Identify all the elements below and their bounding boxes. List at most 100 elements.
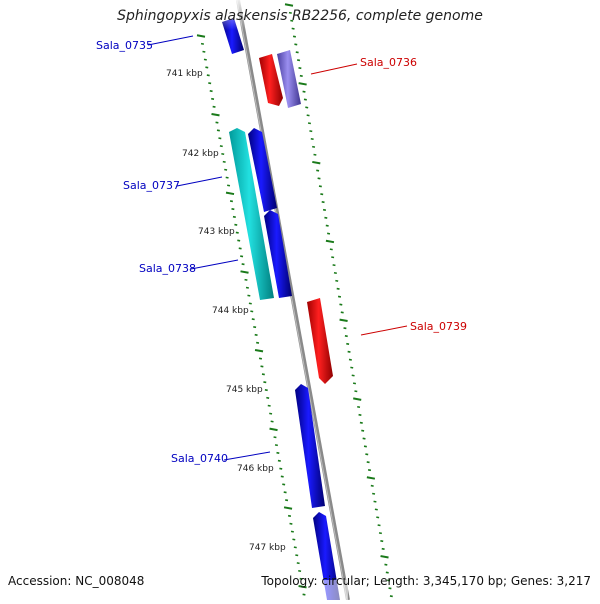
outer-ring-minor-tick <box>303 98 307 101</box>
inner-ring-minor-tick <box>261 373 265 376</box>
gene-label-sala-0736[interactable]: Sala_0736 <box>360 56 418 69</box>
outer-ring-minor-tick <box>302 90 306 93</box>
inner-ring-minor-tick <box>248 302 252 305</box>
outer-ring-minor-tick <box>352 382 357 385</box>
inner-ring-minor-tick <box>229 200 234 203</box>
tick-label-744: 744 kbp <box>212 306 249 316</box>
inner-ring-minor-tick <box>211 97 215 100</box>
inner-ring-minor-tick <box>205 66 209 69</box>
inner-ring-minor-tick <box>208 82 212 85</box>
inner-ring-minor-tick <box>225 176 229 179</box>
inner-ring-minor-tick <box>263 381 267 384</box>
gene-arrow-sala-0740[interactable] <box>295 384 325 508</box>
gene-arrow-sala-0737-forward[interactable] <box>248 128 277 212</box>
gene-arrow-sala-0737[interactable] <box>229 128 274 300</box>
gene-arrow-sala-0735[interactable] <box>215 0 255 54</box>
inner-ring-minor-tick <box>298 569 302 573</box>
inner-ring-major-tick <box>225 191 235 196</box>
inner-ring-major-tick <box>196 34 206 38</box>
outer-ring-minor-tick <box>389 595 393 598</box>
outer-ring-major-tick <box>366 476 376 480</box>
inner-ring-minor-tick <box>293 546 297 549</box>
gene-label-sala-0740[interactable]: Sala_0740 <box>171 452 229 465</box>
leader-line-sala-0737 <box>176 176 223 187</box>
inner-ring-minor-tick <box>240 255 244 258</box>
outer-ring-minor-tick <box>313 153 317 156</box>
inner-ring-minor-tick <box>302 593 306 596</box>
outer-ring-minor-tick <box>347 350 351 353</box>
tick-label-743: 743 kbp <box>198 227 235 237</box>
inner-ring-minor-tick <box>231 208 235 211</box>
outer-ring-minor-tick <box>290 19 294 22</box>
genome-summary-text: Topology: circular; Length: 3,345,170 bp… <box>261 574 591 588</box>
inner-ring-minor-tick <box>258 357 263 360</box>
outer-ring-minor-tick <box>299 74 303 77</box>
outer-ring-minor-tick <box>346 342 350 345</box>
inner-ring-minor-tick <box>218 137 222 140</box>
inner-ring-minor-tick <box>224 168 228 171</box>
outer-ring-minor-tick <box>297 59 301 62</box>
inner-ring-minor-tick <box>203 58 207 61</box>
tick-label-745: 745 kbp <box>226 385 263 395</box>
outer-ring-minor-tick <box>380 539 384 543</box>
inner-ring-minor-tick <box>269 412 273 415</box>
inner-ring-minor-tick <box>289 522 293 525</box>
inner-ring-minor-tick <box>234 223 238 226</box>
gene-arrow-sala-0738[interactable] <box>264 210 292 298</box>
gene-arrow-sala-0736-selected[interactable] <box>277 50 301 108</box>
outer-ring-minor-tick <box>359 421 363 424</box>
gene-label-sala-0735[interactable]: Sala_0735 <box>96 39 154 52</box>
inner-ring-minor-tick <box>237 239 241 242</box>
inner-tick-ring <box>196 34 307 596</box>
outer-ring-minor-tick <box>343 327 347 330</box>
inner-ring-minor-tick <box>245 286 249 289</box>
outer-ring-major-tick <box>312 160 321 165</box>
inner-ring-minor-tick <box>296 562 300 565</box>
outer-ring-minor-tick <box>384 563 388 566</box>
inner-ring-minor-tick <box>285 499 289 502</box>
outer-ring-minor-tick <box>307 122 312 125</box>
inner-ring-minor-tick <box>256 341 260 344</box>
inner-ring-major-tick <box>211 112 220 117</box>
inner-ring-minor-tick <box>299 577 303 580</box>
outer-ring-major-tick <box>284 3 294 7</box>
outer-ring-minor-tick <box>366 461 370 464</box>
inner-ring-major-tick <box>283 506 293 510</box>
outer-ring-minor-tick <box>332 264 336 267</box>
inner-ring-minor-tick <box>215 121 219 124</box>
inner-ring-major-tick <box>269 427 278 432</box>
outer-ring-minor-tick <box>317 177 321 180</box>
inner-ring-minor-tick <box>200 42 204 45</box>
tick-label-741: 741 kbp <box>166 69 203 79</box>
inner-ring-minor-tick <box>267 404 271 407</box>
outer-ring-minor-tick <box>292 35 297 38</box>
outer-ring-minor-tick <box>388 587 392 590</box>
inner-ring-minor-tick <box>283 491 287 494</box>
inner-ring-minor-tick <box>219 145 223 148</box>
gene-arrow-sala-0736[interactable] <box>259 54 283 106</box>
outer-ring-minor-tick <box>357 405 361 409</box>
outer-ring-minor-tick <box>336 287 340 290</box>
gene-label-sala-0739[interactable]: Sala_0739 <box>410 320 468 333</box>
inner-ring-minor-tick <box>244 278 248 281</box>
gene-arrow-next-fade <box>318 580 348 600</box>
inner-ring-minor-tick <box>232 215 236 218</box>
gene-arrow-next[interactable] <box>313 512 340 600</box>
gene-label-sala-0737[interactable]: Sala_0737 <box>123 179 181 192</box>
gene-arrow-sala-0739[interactable] <box>307 298 333 384</box>
leader-line-sala-0740 <box>223 451 271 461</box>
tick-label-746: 746 kbp <box>237 464 274 474</box>
outer-ring-minor-tick <box>344 335 348 338</box>
inner-ring-minor-tick <box>202 50 206 53</box>
gene-label-sala-0738[interactable]: Sala_0738 <box>139 262 197 275</box>
inner-ring-minor-tick <box>282 483 286 486</box>
leader-line-sala-0735 <box>147 35 194 46</box>
inner-ring-minor-tick <box>266 396 270 399</box>
outer-ring-major-tick <box>353 397 362 401</box>
outer-ring-minor-tick <box>298 67 302 70</box>
inner-ring-major-tick <box>254 348 264 353</box>
outer-ring-minor-tick <box>294 43 298 46</box>
outer-ring-minor-tick <box>377 524 381 527</box>
outer-ring-minor-tick <box>321 201 325 204</box>
